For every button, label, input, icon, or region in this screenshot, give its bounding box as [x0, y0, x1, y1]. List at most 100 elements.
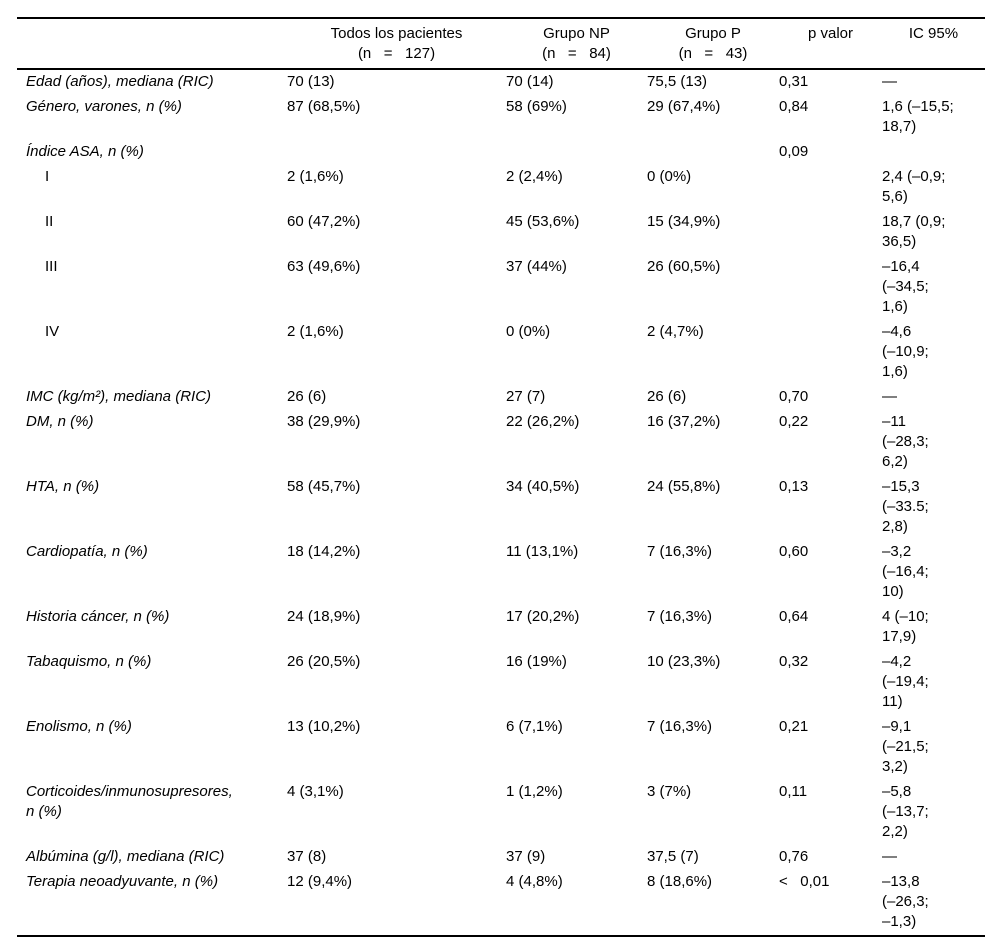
cell-group-np: 1 (1,2%): [506, 783, 563, 800]
cell-p-value: 0,64: [779, 608, 809, 625]
cell-group-np: 58 (69%): [506, 98, 567, 115]
row-label: Corticoides/inmunosupresores, n (%): [26, 783, 233, 820]
cell-all-patients: 2 (1,6%): [287, 323, 344, 340]
cell-all-patients: 60 (47,2%): [287, 213, 361, 230]
row-label: Tabaquismo, n (%): [26, 653, 152, 670]
cell-group-np: 2 (2,4%): [506, 168, 563, 185]
table-row: Corticoides/inmunosupresores, n (%) 4 (3…: [17, 780, 985, 845]
cell-all-patients: 87 (68,5%): [287, 98, 361, 115]
table-row: Albúmina (g/l), mediana (RIC) 37 (8) 37 …: [17, 845, 985, 870]
table-row: Género, varones, n (%) 87 (68,5%) 58 (69…: [17, 95, 985, 140]
cell-ci-95: –4,2 (–19,4; 11): [882, 653, 929, 710]
cell-group-np: 34 (40,5%): [506, 478, 580, 495]
cell-group-np: 17 (20,2%): [506, 608, 580, 625]
row-label: I: [45, 168, 50, 185]
row-label: Cardiopatía, n (%): [26, 543, 148, 560]
cell-ci-95: –11 (–28,3; 6,2): [882, 413, 929, 470]
cell-all-patients: 13 (10,2%): [287, 718, 361, 735]
cell-all-patients: [287, 140, 506, 165]
row-label: IMC (kg/m²), mediana (RIC): [26, 388, 212, 405]
cell-group-np: 4 (4,8%): [506, 873, 563, 890]
cell-all-patients: 26 (6): [287, 388, 327, 405]
table-row: III 63 (49,6%) 37 (44%) 26 (60,5%) –16,4…: [17, 255, 985, 320]
table-row: II 60 (47,2%) 45 (53,6%) 15 (34,9%) 18,7…: [17, 210, 985, 255]
cell-group-p: 26 (60,5%): [647, 258, 721, 275]
table-row: Índice ASA, n (%) 0,09: [17, 140, 985, 165]
cell-p-value: < 0,01: [779, 873, 830, 890]
cell-all-patients: 18 (14,2%): [287, 543, 361, 560]
cell-all-patients: 24 (18,9%): [287, 608, 361, 625]
cell-all-patients: 37 (8): [287, 848, 327, 865]
cell-group-p: 7 (16,3%): [647, 543, 713, 560]
row-label: Enolismo, n (%): [26, 718, 132, 735]
cell-group-np: 16 (19%): [506, 653, 567, 670]
cell-p-value: 0,76: [779, 848, 809, 865]
cell-group-np: 27 (7): [506, 388, 546, 405]
header-p-value: p valor: [779, 18, 882, 70]
cell-p-value: 0,84: [779, 98, 809, 115]
cell-p-value: [779, 255, 882, 320]
cell-group-p: 75,5 (13): [647, 73, 708, 90]
cell-group-p: 15 (34,9%): [647, 213, 721, 230]
table-body: Edad (años), mediana (RIC) 70 (13) 70 (1…: [17, 69, 985, 936]
cell-group-p: 24 (55,8%): [647, 478, 721, 495]
cell-p-value: 0,22: [779, 413, 809, 430]
table-row: Tabaquismo, n (%) 26 (20,5%) 16 (19%) 10…: [17, 650, 985, 715]
cell-p-value: 0,13: [779, 478, 809, 495]
cell-group-p: 0 (0%): [647, 168, 692, 185]
cell-p-value: 0,09: [779, 143, 809, 160]
cell-all-patients: 4 (3,1%): [287, 783, 344, 800]
cell-all-patients: 38 (29,9%): [287, 413, 361, 430]
header-ci-95: IC 95%: [882, 18, 985, 70]
cell-ci-95: —: [882, 73, 897, 90]
cell-ci-95: 1,6 (–15,5; 18,7): [882, 98, 954, 135]
cell-group-p: 3 (7%): [647, 783, 692, 800]
cell-all-patients: 12 (9,4%): [287, 873, 353, 890]
table-row: Edad (años), mediana (RIC) 70 (13) 70 (1…: [17, 69, 985, 95]
cell-all-patients: 2 (1,6%): [287, 168, 344, 185]
header-all-patients: Todos los pacientes (n = 127): [287, 18, 506, 70]
cell-p-value: [779, 210, 882, 255]
cell-group-p: 2 (4,7%): [647, 323, 704, 340]
cell-p-value: 0,21: [779, 718, 809, 735]
header-group-np: Grupo NP (n = 84): [506, 18, 647, 70]
cell-group-np: 37 (44%): [506, 258, 567, 275]
cell-p-value: [779, 320, 882, 385]
cell-ci-95: –15,3 (–33.5; 2,8): [882, 478, 929, 535]
cell-ci-95: –13,8 (–26,3; –1,3): [882, 873, 929, 930]
cell-ci-95: –4,6 (–10,9; 1,6): [882, 323, 929, 380]
row-label: Género, varones, n (%): [26, 98, 182, 115]
cell-group-p: [647, 140, 779, 165]
cell-ci-95: –16,4 (–34,5; 1,6): [882, 258, 929, 315]
cell-all-patients: 63 (49,6%): [287, 258, 361, 275]
header-group-p: Grupo P (n = 43): [647, 18, 779, 70]
cell-all-patients: 26 (20,5%): [287, 653, 361, 670]
table-row: Terapia neoadyuvante, n (%) 12 (9,4%) 4 …: [17, 870, 985, 936]
row-label: HTA, n (%): [26, 478, 100, 495]
cell-ci-95: [882, 140, 985, 165]
cell-p-value: 0,70: [779, 388, 809, 405]
cell-ci-95: –3,2 (–16,4; 10): [882, 543, 929, 600]
cell-group-np: 6 (7,1%): [506, 718, 563, 735]
table-row: Cardiopatía, n (%) 18 (14,2%) 11 (13,1%)…: [17, 540, 985, 605]
cell-group-np: 70 (14): [506, 73, 554, 90]
row-label: IV: [45, 323, 60, 340]
table-row: I 2 (1,6%) 2 (2,4%) 0 (0%) 2,4 (–0,9; 5,…: [17, 165, 985, 210]
cell-group-np: 37 (9): [506, 848, 546, 865]
cell-group-p: 7 (16,3%): [647, 608, 713, 625]
cell-p-value: 0,60: [779, 543, 809, 560]
header-row-label: [17, 18, 287, 70]
cell-group-p: 37,5 (7): [647, 848, 699, 865]
row-label: Terapia neoadyuvante, n (%): [26, 873, 219, 890]
row-label: Edad (años), mediana (RIC): [26, 73, 214, 90]
header-row: Todos los pacientes (n = 127) Grupo NP (…: [17, 18, 985, 70]
cell-p-value: 0,11: [779, 783, 808, 800]
cell-group-p: 7 (16,3%): [647, 718, 713, 735]
cell-group-np: 0 (0%): [506, 323, 551, 340]
row-label: DM, n (%): [26, 413, 94, 430]
patient-characteristics-table: Todos los pacientes (n = 127) Grupo NP (…: [17, 17, 985, 937]
cell-all-patients: 58 (45,7%): [287, 478, 361, 495]
cell-all-patients: 70 (13): [287, 73, 335, 90]
row-label: Índice ASA, n (%): [26, 143, 144, 160]
